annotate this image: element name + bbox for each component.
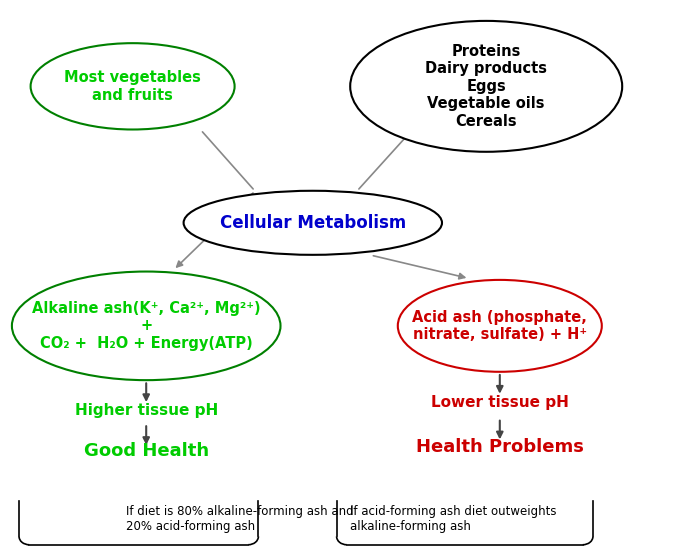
Text: Health Problems: Health Problems xyxy=(416,438,583,456)
Ellipse shape xyxy=(12,272,280,380)
Ellipse shape xyxy=(350,21,622,152)
Text: Cellular Metabolism: Cellular Metabolism xyxy=(220,214,406,232)
Text: Proteins
Dairy products
Eggs
Vegetable oils
Cereals: Proteins Dairy products Eggs Vegetable o… xyxy=(425,44,547,129)
Text: Acid ash (phosphate,
nitrate, sulfate) + H⁺: Acid ash (phosphate, nitrate, sulfate) +… xyxy=(412,310,588,342)
Ellipse shape xyxy=(31,43,235,130)
Text: Higher tissue pH: Higher tissue pH xyxy=(75,403,218,418)
Text: Most vegetables
and fruits: Most vegetables and fruits xyxy=(64,70,201,102)
Text: Good Health: Good Health xyxy=(84,442,209,460)
Text: Lower tissue pH: Lower tissue pH xyxy=(431,395,568,409)
Text: If acid-forming ash diet outweights
alkaline-forming ash: If acid-forming ash diet outweights alka… xyxy=(350,505,557,533)
Ellipse shape xyxy=(398,280,602,372)
Text: If diet is 80% alkaline-forming ash and
20% acid-forming ash: If diet is 80% alkaline-forming ash and … xyxy=(126,505,354,533)
Ellipse shape xyxy=(184,190,442,255)
Text: Alkaline ash(K⁺, Ca²⁺, Mg²⁺)
+
CO₂ +  H₂O + Energy(ATP): Alkaline ash(K⁺, Ca²⁺, Mg²⁺) + CO₂ + H₂O… xyxy=(32,301,260,351)
